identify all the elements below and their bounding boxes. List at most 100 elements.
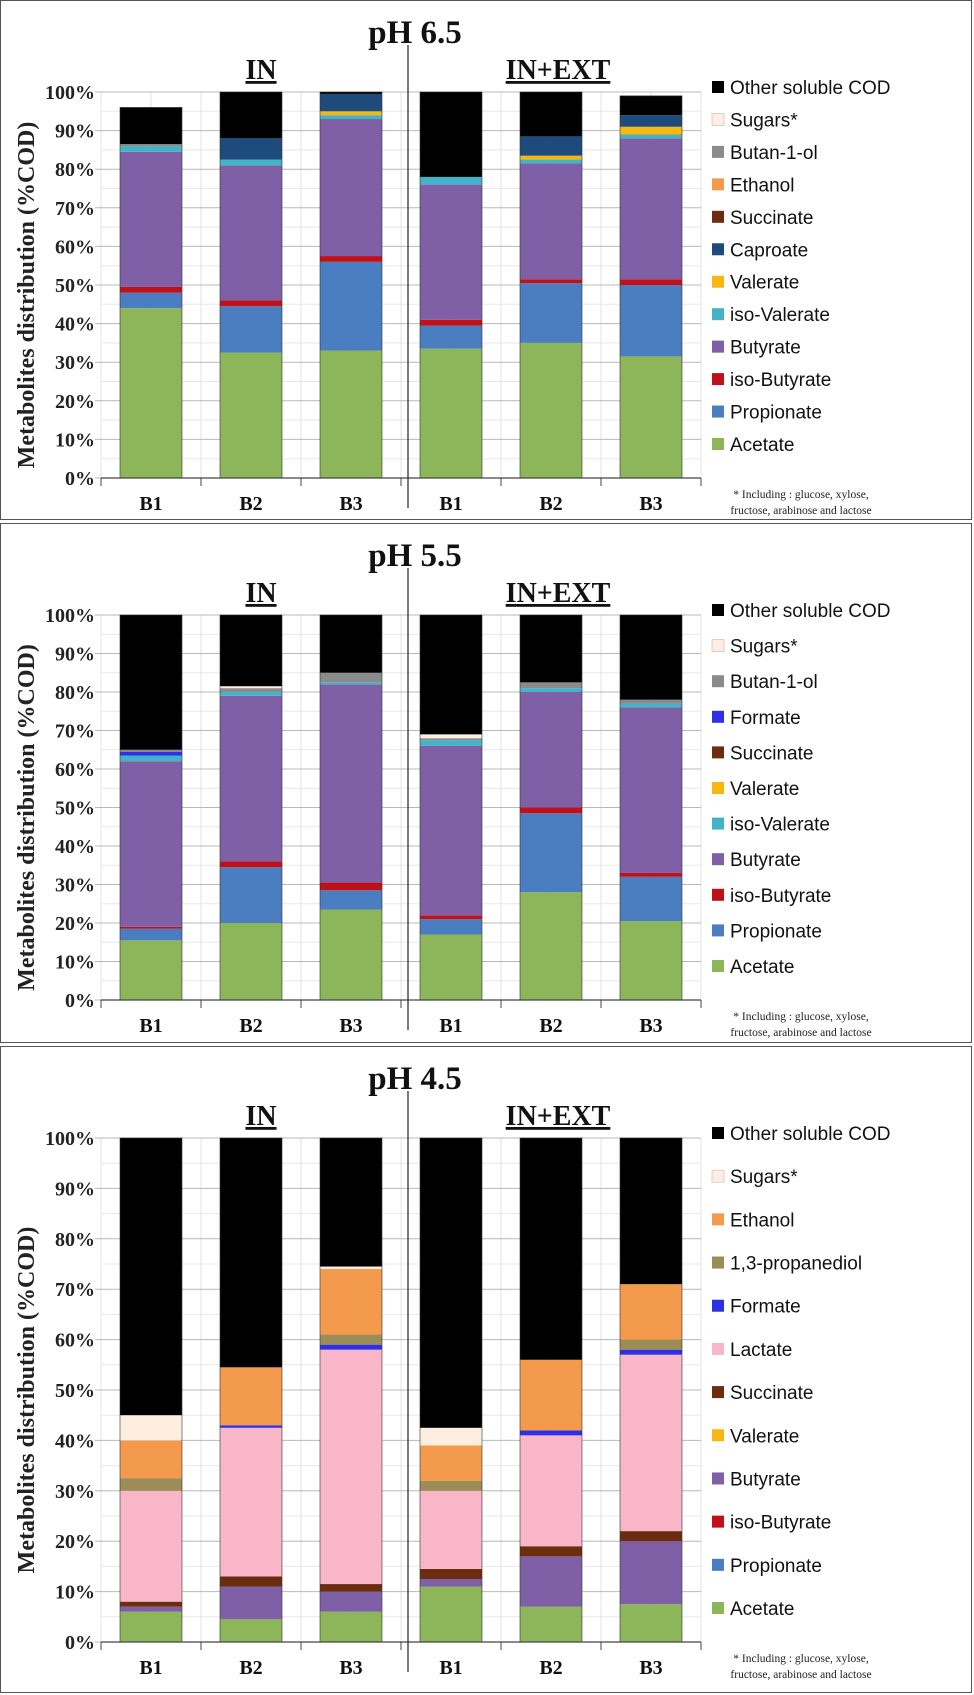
bar-segment — [320, 92, 382, 94]
bar-segment — [320, 682, 382, 685]
bar-segment — [520, 1359, 582, 1431]
x-tick-label: B1 — [139, 1015, 162, 1037]
bar-segment — [320, 261, 382, 351]
bar-segment — [420, 615, 482, 735]
bar-segment — [520, 615, 582, 683]
y-tick-label: 30% — [55, 352, 95, 374]
bar-segment — [320, 1349, 382, 1585]
bar-segment — [520, 1138, 582, 1360]
bar-segment — [620, 1531, 682, 1542]
x-tick-label: B2 — [239, 493, 262, 515]
y-tick-label: 0% — [65, 468, 95, 490]
chart-svg: pH 6.5 IN IN+EXT 0% 10% 20% 30% 40% 50% 60% 70% 80%… — [14, 15, 891, 517]
legend-swatch — [712, 1429, 724, 1442]
y-tick-label: 20% — [55, 1531, 95, 1553]
legend-swatch — [712, 210, 724, 223]
legend-label: Other soluble COD — [730, 78, 891, 99]
y-tick-label: 50% — [55, 1380, 95, 1402]
x-tick-label: B3 — [639, 493, 662, 515]
bar-segment — [520, 279, 582, 284]
bar-segment — [420, 1586, 482, 1642]
bar-segment — [420, 348, 482, 478]
legend-swatch — [712, 1515, 724, 1528]
footnote-line2: fructose, arabinose and lactose — [730, 1027, 871, 1039]
bar-segment — [220, 1586, 282, 1620]
major-grid — [95, 1137, 701, 1643]
y-tick-label: 60% — [55, 759, 95, 781]
y-tick-label: 0% — [65, 1632, 95, 1654]
y-tick-label: 100% — [45, 82, 95, 104]
y-tick-label: 80% — [55, 159, 95, 181]
bar-segment — [420, 92, 482, 177]
bar-segment — [420, 934, 482, 1000]
bar-segment — [620, 1284, 682, 1340]
legend-swatch — [712, 1602, 724, 1614]
legend-swatch — [712, 178, 724, 191]
legend-swatch — [712, 710, 724, 723]
y-axis-label: Metabolites distribution (%COD) — [14, 122, 40, 469]
bar-segment — [520, 159, 582, 164]
bar-segment — [120, 286, 182, 293]
bar-segment — [620, 699, 682, 704]
legend-swatch — [712, 1386, 724, 1399]
y-tick-label: 20% — [55, 391, 95, 413]
legend-label: Caproate — [730, 240, 808, 261]
y-tick-label: 20% — [55, 913, 95, 935]
chart-svg: pH 4.5 IN IN+EXT 0% 10% 20% 30% 40% 50% 60% 70% 80%… — [14, 1061, 891, 1681]
legend-swatch — [712, 675, 724, 688]
legend: Other soluble COD Sugars* Butan-1-ol Format… — [711, 601, 891, 978]
legend-label: Other soluble COD — [730, 601, 891, 622]
x-tick-label: B2 — [239, 1015, 262, 1037]
y-tick-label: 80% — [55, 1229, 95, 1251]
legend-swatch — [712, 340, 724, 353]
x-tick-label: B3 — [339, 1015, 362, 1037]
legend-label: Ethanol — [730, 175, 794, 196]
bar-segment — [420, 1480, 482, 1491]
legend: Other soluble COD Sugars* Ethanol 1,3-propa… — [711, 1124, 891, 1620]
bar-segment — [620, 707, 682, 873]
bar-segment — [220, 861, 282, 868]
y-tick-label: 90% — [55, 121, 95, 143]
y-tick-label: 100% — [45, 1128, 95, 1150]
bar-segment — [620, 1349, 682, 1355]
bar-segment — [320, 684, 382, 883]
legend-swatch — [712, 438, 724, 450]
legend-swatch — [712, 243, 724, 256]
y-tick-label: 90% — [55, 644, 95, 666]
group-label: IN+EXT — [506, 55, 611, 86]
legend-label: Acetate — [730, 1599, 794, 1620]
bar-segment — [620, 95, 682, 116]
bar-segment — [520, 813, 582, 893]
bar-segment — [320, 350, 382, 478]
bar-segment — [120, 107, 182, 145]
bar-segment — [520, 1430, 582, 1436]
legend-label: iso-Butyrate — [730, 1513, 831, 1534]
legend-label: Butyrate — [730, 1469, 801, 1490]
bar-segment — [320, 882, 382, 891]
legend-label: Propionate — [730, 403, 822, 424]
footnote-line2: fructose, arabinose and lactose — [730, 1669, 871, 1681]
bar-segment — [320, 1334, 382, 1345]
bar-segment — [320, 890, 382, 910]
bar-segment — [520, 342, 582, 478]
legend-swatch — [712, 81, 724, 93]
legend-swatch — [712, 604, 724, 616]
legend-label: Succinate — [730, 1383, 813, 1404]
legend-label: 1,3-propanediol — [730, 1254, 862, 1275]
x-tick-label: B1 — [439, 1015, 462, 1037]
bar-segment — [220, 1367, 282, 1426]
bar-segment — [320, 119, 382, 257]
legend-swatch — [712, 1213, 724, 1226]
chart-title: pH 4.5 — [368, 1061, 462, 1097]
legend-label: iso-Valerate — [730, 305, 830, 326]
legend-label: Valerate — [730, 779, 799, 800]
y-tick-label: 100% — [45, 605, 95, 627]
bar-segment — [420, 738, 482, 741]
legend-swatch — [712, 1299, 724, 1312]
legend-swatch — [711, 1169, 725, 1183]
bar-segment — [220, 615, 282, 687]
bar-segment — [620, 138, 682, 280]
bar-segment — [620, 1541, 682, 1605]
bar-segment — [320, 1591, 382, 1612]
bar-segment — [120, 1611, 182, 1642]
